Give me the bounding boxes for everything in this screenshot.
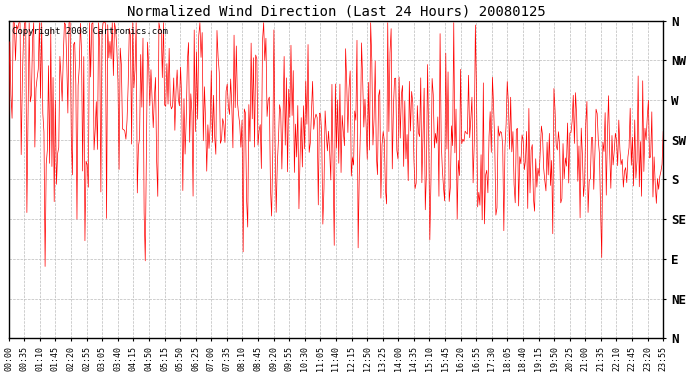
- Title: Normalized Wind Direction (Last 24 Hours) 20080125: Normalized Wind Direction (Last 24 Hours…: [126, 4, 545, 18]
- Text: Copyright 2008 Cartronics.com: Copyright 2008 Cartronics.com: [12, 27, 168, 36]
